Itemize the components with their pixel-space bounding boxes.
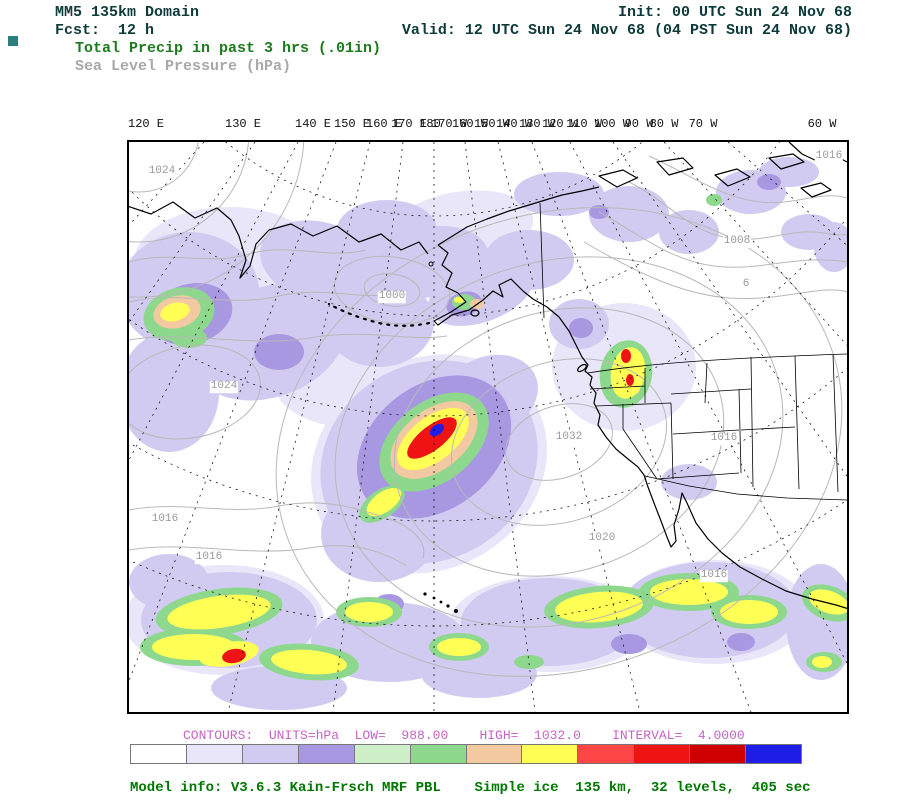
init-time: Init: 00 UTC Sun 24 Nov 68	[617, 4, 852, 21]
lon-label: 140 W	[495, 117, 533, 131]
colorbar-cell	[690, 745, 747, 763]
colorbar-cell	[522, 745, 579, 763]
island-layer	[423, 261, 458, 613]
slp-contour-layer	[129, 142, 847, 677]
model-info: Model info: V3.6.3 Kain-Frsch MRF PBL Si…	[130, 780, 811, 796]
fcst-hour: Fcst: 12 h	[55, 22, 155, 39]
colorbar-cell	[746, 745, 802, 763]
lon-label: 160 E	[365, 117, 403, 131]
precip-fill-layer	[129, 157, 847, 710]
colorbar-cell	[410, 745, 467, 763]
lon-label: 150 W	[473, 117, 511, 131]
lon-label: 130 W	[518, 117, 556, 131]
lon-label: 60 W	[807, 117, 837, 131]
precip-colorbar	[130, 744, 802, 764]
lon-label: 180	[419, 117, 441, 131]
plot-title: MM5 135km Domain	[55, 4, 200, 21]
colorbar-cell	[354, 745, 411, 763]
field-precip-label: Total Precip in past 3 hrs (.01in)	[75, 40, 382, 57]
lon-label: 160 W	[451, 117, 489, 131]
colorbar-cell	[298, 745, 355, 763]
contour-stats: CONTOURS: UNITS=hPa LOW= 988.00 HIGH= 10…	[183, 728, 745, 743]
lon-label: 130 E	[224, 117, 262, 131]
colorbar-cell	[186, 745, 243, 763]
weather-map	[129, 142, 847, 712]
colorbar-cell	[242, 745, 299, 763]
colorbar-cell	[634, 745, 691, 763]
map-frame: 1024 1016 1000 1008 6 1024 1032 1016 1016 1016 102…	[127, 140, 849, 714]
lon-label: 120 W	[541, 117, 579, 131]
bullet-square	[8, 36, 18, 46]
lon-label: 80 W	[649, 117, 679, 131]
field-slp-label: Sea Level Pressure (hPa)	[75, 58, 292, 75]
colorbar-cell	[466, 745, 523, 763]
valid-time: Valid: 12 UTC Sun 24 Nov 68 (04 PST Sun …	[401, 22, 852, 39]
lon-label: 140 E	[294, 117, 332, 131]
lon-label: 170 W	[430, 117, 468, 131]
border-layer	[539, 202, 847, 501]
colorbar-cell	[578, 745, 635, 763]
lon-label: 120 E	[127, 117, 165, 131]
longitude-axis: 120 E 130 E 140 E 150 E 160 E 170 E 180 170 W 16…	[0, 118, 900, 134]
lon-label: 170 E	[390, 117, 428, 131]
lon-label: 70 W	[688, 117, 718, 131]
colorbar-cell	[131, 745, 187, 763]
lon-label: 150 E	[333, 117, 371, 131]
lon-label: 100 W	[593, 117, 631, 131]
lon-label: 90 W	[624, 117, 654, 131]
lon-label: 110 W	[565, 117, 603, 131]
